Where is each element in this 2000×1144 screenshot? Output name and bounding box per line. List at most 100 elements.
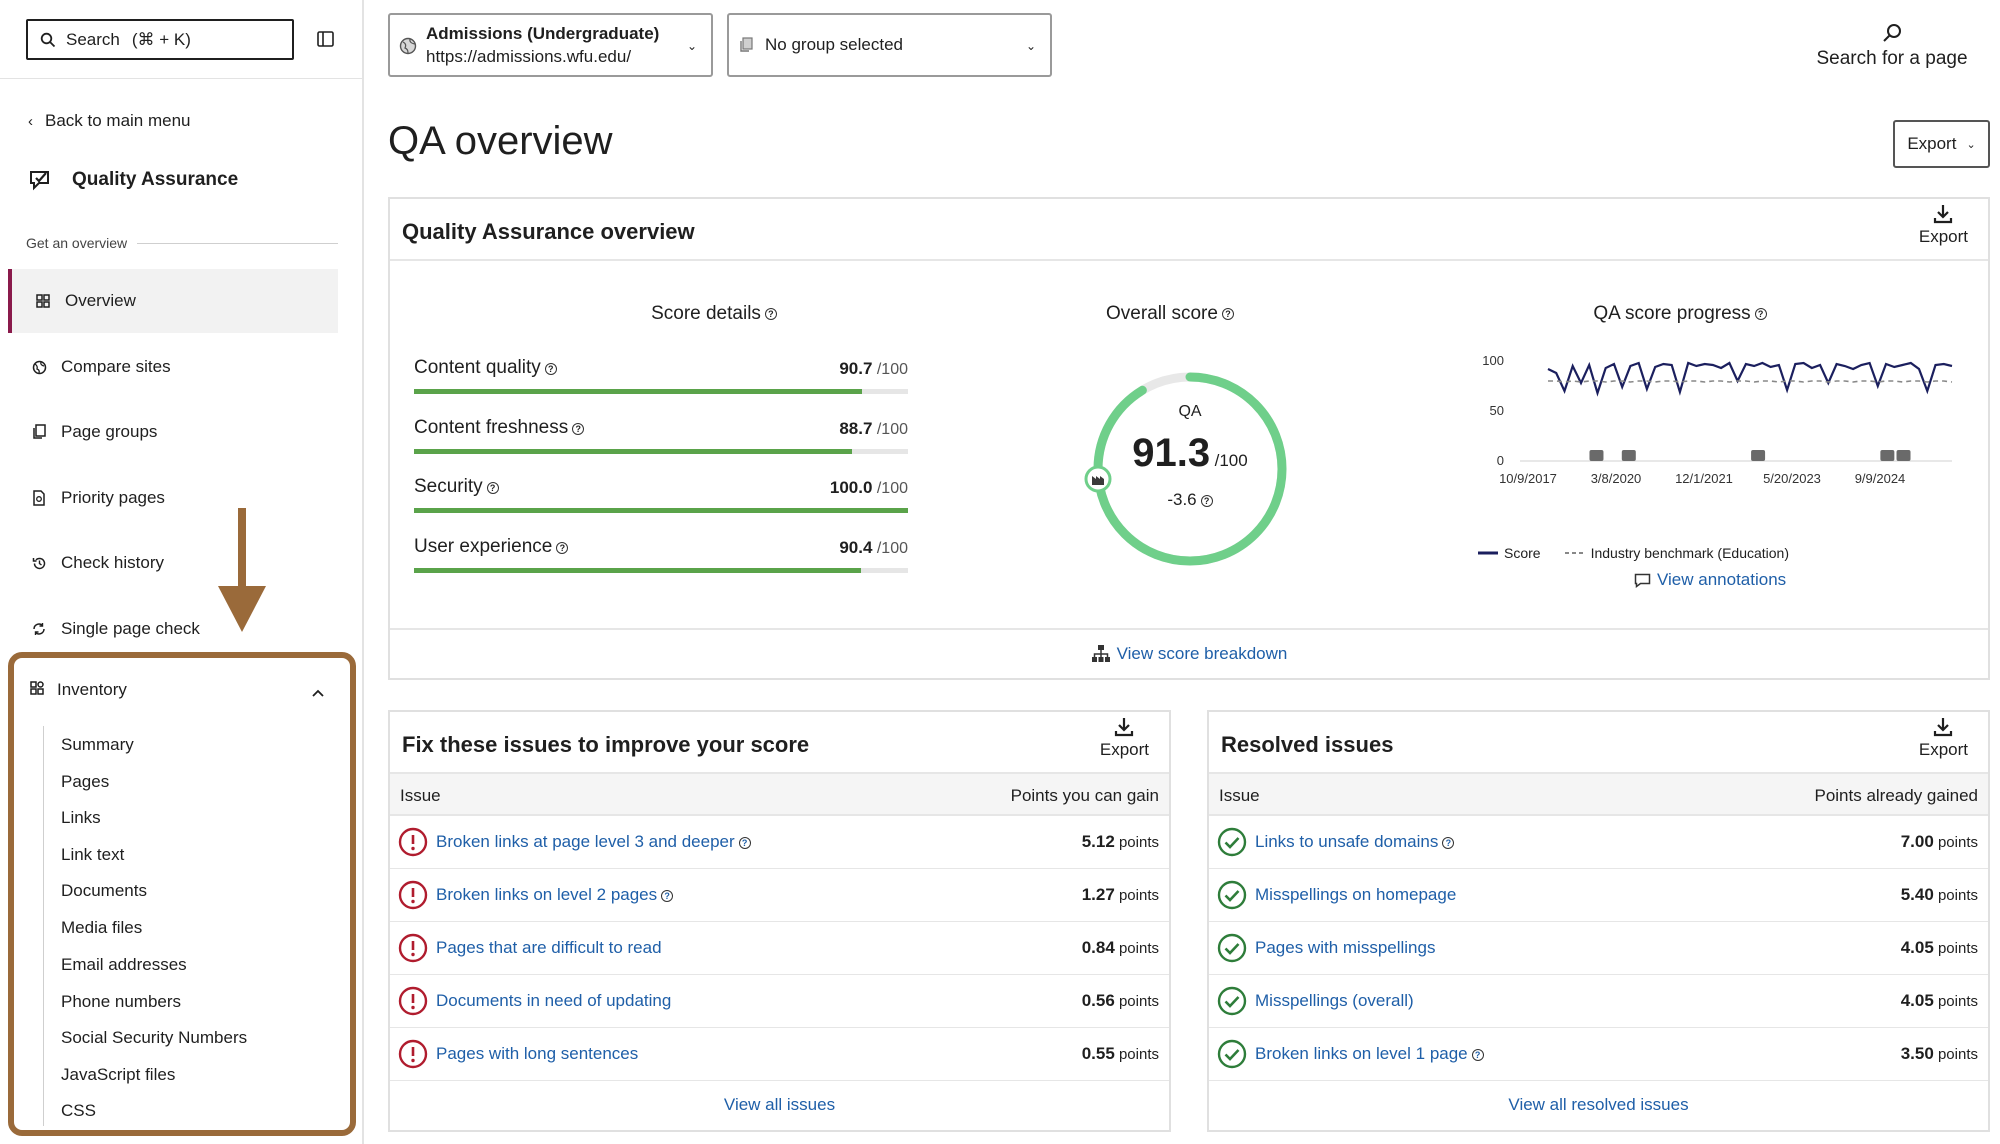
help-icon[interactable]: ? bbox=[544, 362, 557, 375]
sidebar-subitem-media-files[interactable]: Media files bbox=[61, 918, 143, 937]
view-score-breakdown-link[interactable]: View score breakdown bbox=[390, 628, 1988, 678]
sidebar-subitem-documents[interactable]: Documents bbox=[61, 881, 147, 900]
download-icon bbox=[1934, 718, 1953, 737]
sidebar-search-input[interactable]: Search (⌘ + K) bbox=[26, 19, 294, 60]
sidebar-item-page-groups[interactable]: Page groups bbox=[8, 400, 338, 464]
issue-label: Documents in need of updating bbox=[436, 991, 672, 1010]
card-export-button[interactable]: Export bbox=[1100, 716, 1149, 760]
search-for-page-label: Search for a page bbox=[1816, 48, 1968, 69]
sidebar-item-priority-pages[interactable]: Priority pages bbox=[8, 466, 338, 530]
site-selector[interactable]: Admissions (Undergraduate) https://admis… bbox=[388, 13, 713, 77]
sidebar-item-inventory[interactable]: Inventory bbox=[30, 680, 324, 700]
collapse-sidebar-icon[interactable] bbox=[316, 29, 336, 49]
sidebar-item-overview[interactable]: Overview bbox=[8, 269, 338, 333]
sidebar-item-single-page-check[interactable]: Single page check bbox=[8, 597, 338, 661]
points-number: 4.05 bbox=[1900, 991, 1934, 1010]
points-number: 1.27 bbox=[1081, 885, 1115, 904]
hierarchy-icon bbox=[1091, 645, 1110, 662]
issue-link[interactable]: Pages with misspellings bbox=[1255, 938, 1435, 958]
help-icon[interactable]: ? bbox=[1221, 307, 1234, 320]
help-icon[interactable]: ? bbox=[738, 836, 751, 849]
chevron-down-icon: ⌄ bbox=[1966, 138, 1976, 151]
error-icon bbox=[398, 986, 428, 1016]
issue-link[interactable]: Documents in need of updating bbox=[436, 991, 671, 1011]
search-for-page-button[interactable]: Search for a page bbox=[1804, 22, 1980, 70]
issue-link[interactable]: Pages with long sentences bbox=[436, 1044, 638, 1064]
card-export-button[interactable]: Export bbox=[1919, 716, 1968, 760]
points-unit: points bbox=[1118, 940, 1159, 957]
points-unit: points bbox=[1118, 834, 1159, 851]
sidebar-subitem-phone-numbers[interactable]: Phone numbers bbox=[61, 992, 182, 1011]
sidebar-subitem-pages[interactable]: Pages bbox=[61, 772, 110, 791]
help-icon[interactable]: ? bbox=[486, 481, 499, 494]
metric-max: /100 bbox=[876, 540, 908, 557]
sidebar-subitem-links[interactable]: Links bbox=[61, 808, 101, 827]
sidebar-item-compare-sites[interactable]: Compare sites bbox=[8, 335, 338, 399]
issue-link[interactable]: Pages that are difficult to read bbox=[436, 938, 662, 958]
metric-label[interactable]: Content freshness bbox=[414, 417, 569, 438]
issue-link[interactable]: Misspellings (overall) bbox=[1255, 991, 1414, 1011]
export-button[interactable]: Export ⌄ bbox=[1893, 120, 1990, 168]
sidebar-subitem-social-security-numbers[interactable]: Social Security Numbers bbox=[61, 1028, 248, 1047]
annotation-marker-icon[interactable] bbox=[1589, 450, 1604, 461]
points-number: 7.00 bbox=[1900, 832, 1934, 851]
annotation-marker-icon[interactable] bbox=[1896, 450, 1911, 461]
download-icon bbox=[1934, 205, 1953, 224]
factory-marker-icon[interactable] bbox=[1084, 465, 1112, 493]
view-annotations-link[interactable]: View annotations bbox=[1634, 570, 1786, 590]
quality-assurance-icon bbox=[30, 171, 49, 191]
help-icon[interactable]: ? bbox=[661, 889, 674, 902]
sidebar-subitem-css[interactable]: CSS bbox=[61, 1101, 96, 1120]
page-title: QA overview bbox=[388, 119, 613, 163]
card-header: Fix these issues to improve your score E… bbox=[390, 712, 1169, 774]
issue-link[interactable]: Broken links on level 1 page? bbox=[1255, 1044, 1484, 1064]
annotation-marker-icon[interactable] bbox=[1751, 450, 1766, 461]
metric-label[interactable]: Security bbox=[414, 476, 483, 497]
card-export-button[interactable]: Export bbox=[1919, 203, 1968, 247]
group-selector[interactable]: No group selected ⌄ bbox=[727, 13, 1052, 77]
issue-link[interactable]: Broken links on level 2 pages? bbox=[436, 885, 674, 905]
table-row: Pages that are difficult to read 0.84 poi… bbox=[390, 922, 1169, 975]
points-value: 4.05 points bbox=[1901, 991, 1978, 1011]
legend-benchmark-swatch bbox=[1564, 552, 1585, 554]
fix-issues-card: Fix these issues to improve your score E… bbox=[388, 710, 1171, 1132]
help-icon[interactable]: ? bbox=[1471, 1048, 1484, 1061]
inventory-label: Inventory bbox=[57, 680, 127, 699]
table-row: Pages with misspellings 4.05 points bbox=[1209, 922, 1988, 975]
y-tick-label: 100 bbox=[1482, 353, 1504, 368]
progress-title: QA score progress? bbox=[1570, 303, 1790, 325]
view-all-issues-link[interactable]: View all issues bbox=[723, 1095, 836, 1114]
help-icon[interactable]: ? bbox=[1200, 494, 1213, 507]
issue-link[interactable]: Misspellings on homepage bbox=[1255, 885, 1456, 905]
metric-score: 90.4 bbox=[839, 538, 873, 557]
page-group-icon bbox=[740, 37, 753, 52]
metric-value: 90.4 /100 bbox=[839, 538, 908, 558]
card-export-label: Export bbox=[1099, 740, 1149, 759]
help-icon[interactable]: ? bbox=[1754, 307, 1767, 320]
sidebar-subitem-email-addresses[interactable]: Email addresses bbox=[61, 955, 187, 974]
error-icon bbox=[398, 933, 428, 963]
sidebar-subitem-javascript-files[interactable]: JavaScript files bbox=[61, 1065, 176, 1084]
card-export-label: Export bbox=[1918, 740, 1968, 759]
chevron-up-icon[interactable] bbox=[312, 682, 324, 702]
sidebar-item-check-history[interactable]: Check history bbox=[8, 531, 338, 595]
sidebar-subitem-link-text[interactable]: Link text bbox=[61, 845, 125, 864]
sidebar-subitem-summary[interactable]: Summary bbox=[61, 735, 134, 754]
help-icon[interactable]: ? bbox=[572, 422, 585, 435]
view-all-resolved-issues-link[interactable]: View all resolved issues bbox=[1508, 1095, 1689, 1114]
back-to-main-menu-link[interactable]: ‹ Back to main menu bbox=[28, 111, 191, 131]
issue-label: Misspellings on homepage bbox=[1255, 885, 1457, 904]
issue-link[interactable]: Broken links at page level 3 and deeper? bbox=[436, 832, 751, 852]
annotation-marker-icon[interactable] bbox=[1880, 450, 1895, 461]
x-tick-label: 5/20/2023 bbox=[1763, 471, 1821, 486]
annotation-marker-icon[interactable] bbox=[1621, 450, 1636, 461]
help-icon[interactable]: ? bbox=[764, 307, 777, 320]
help-icon[interactable]: ? bbox=[556, 541, 569, 554]
issue-link[interactable]: Links to unsafe domains? bbox=[1255, 832, 1455, 852]
metric-label[interactable]: User experience bbox=[414, 536, 553, 557]
metric-label[interactable]: Content quality bbox=[414, 357, 541, 378]
search-icon bbox=[40, 32, 56, 47]
points-value: 1.27 points bbox=[1082, 885, 1159, 905]
qa-score-progress-chart: 0 50 100 10/9/2017 3/8/2020 12/1/2021 5/20/202… bbox=[1482, 353, 1953, 486]
help-icon[interactable]: ? bbox=[1442, 836, 1455, 849]
